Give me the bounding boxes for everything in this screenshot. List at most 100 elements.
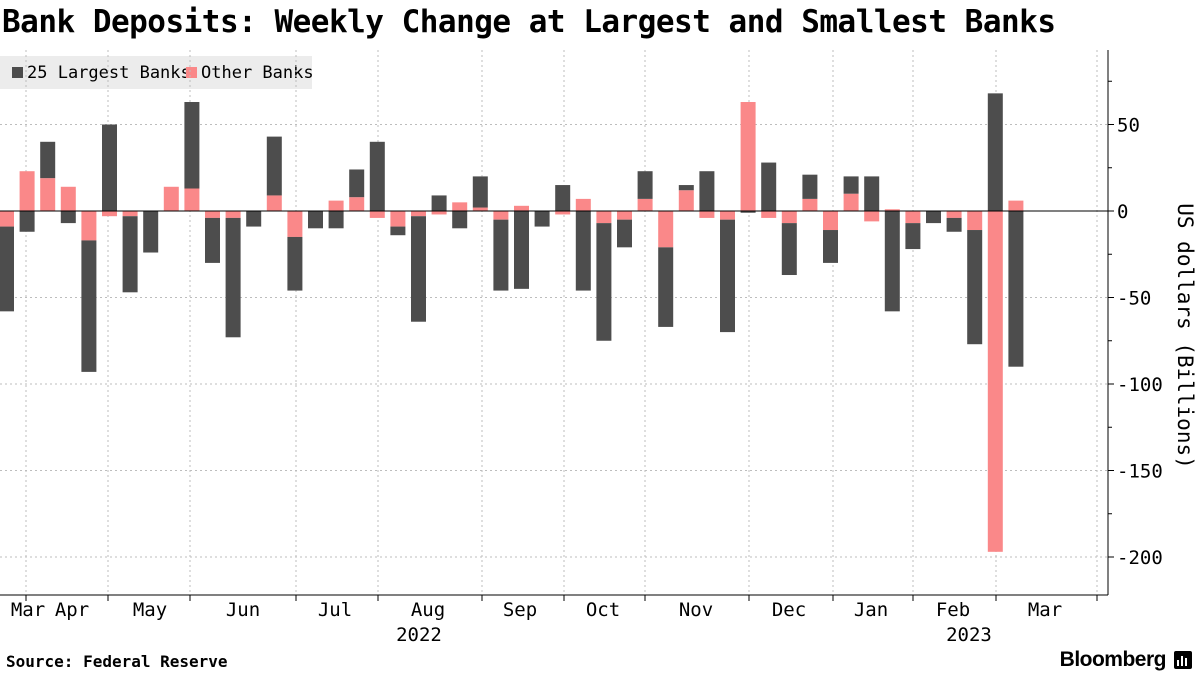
bar-largest-banks (411, 216, 426, 322)
bar-largest-banks (617, 219, 632, 248)
bar-largest-banks (987, 93, 1003, 211)
bar-other-banks (781, 211, 797, 224)
bar-largest-banks (596, 223, 612, 341)
y-tick-label: -150 (1117, 461, 1163, 483)
bar-largest-banks (19, 211, 35, 232)
bar-other-banks (678, 190, 694, 211)
x-tick-label: Dec (772, 599, 806, 621)
bar-largest-banks (287, 236, 303, 291)
legend-swatch-other (186, 67, 197, 78)
bar-other-banks (390, 211, 406, 227)
bar-largest-banks (81, 240, 97, 372)
y-tick-label: -100 (1117, 374, 1163, 396)
bar-other-banks (720, 211, 735, 220)
bar-largest-banks (328, 211, 344, 229)
bar-largest-banks (349, 169, 365, 198)
bar-largest-banks (699, 171, 715, 211)
bar-other-banks (658, 211, 674, 248)
x-tick-label: Jun (226, 599, 260, 621)
x-tick-label: May (133, 599, 167, 621)
x-year-label: 2023 (946, 624, 992, 646)
bar-other-banks (740, 102, 756, 211)
bar-other-banks (81, 211, 97, 241)
bar-other-banks (411, 211, 426, 217)
bar-other-banks (369, 211, 385, 218)
x-tick-label: Apr (55, 599, 89, 621)
grid-lines (0, 50, 1108, 595)
bar-other-banks (884, 209, 900, 211)
bar-largest-banks (843, 176, 859, 194)
bar-other-banks (266, 195, 282, 211)
bar-largest-banks (143, 211, 159, 253)
bar-other-banks (823, 211, 838, 231)
bar-other-banks (102, 211, 117, 217)
y-tick-label: 0 (1117, 201, 1128, 223)
bar-largest-banks (514, 211, 529, 289)
bar-other-banks (946, 211, 962, 218)
bar-other-banks (987, 211, 1003, 552)
bloomberg-logo: Bloomberg (1059, 648, 1167, 671)
x-tick-label: Feb (936, 599, 970, 621)
legend-item-largest: 25 Largest Banks (12, 56, 191, 89)
bar-largest-banks (802, 174, 818, 199)
x-tick-label: Mar (1028, 599, 1062, 621)
bar-other-banks (905, 211, 921, 224)
bar-largest-banks (884, 211, 900, 312)
chart-title: Bank Deposits: Weekly Change at Largest … (2, 4, 1056, 40)
bar-largest-banks (369, 141, 385, 211)
bar-other-banks (122, 211, 138, 217)
x-tick-label: Mar (11, 599, 45, 621)
bar-other-banks (555, 211, 571, 215)
bar-largest-banks (184, 102, 200, 189)
y-tick-label: -200 (1117, 547, 1163, 569)
bar-other-banks (472, 207, 488, 211)
bar-largest-banks (720, 219, 735, 333)
bar-other-banks (699, 211, 715, 218)
bar-largest-banks (122, 216, 138, 293)
bar-largest-banks (575, 211, 591, 291)
bar-largest-banks (864, 176, 880, 211)
bar-other-banks (225, 211, 241, 218)
bar-other-banks (328, 200, 344, 211)
bar-largest-banks (246, 211, 262, 227)
bar-other-banks (19, 171, 35, 211)
bar-other-banks (967, 211, 983, 231)
bar-other-banks (452, 202, 468, 211)
bar-largest-banks (493, 219, 509, 291)
bar-largest-banks (967, 230, 983, 345)
legend-item-other: Other Banks (186, 56, 314, 89)
x-tick-label: Oct (586, 599, 620, 621)
bar-other-banks (163, 186, 179, 211)
x-tick-label: Sep (503, 599, 537, 621)
x-tick-label: Aug (411, 599, 445, 621)
legend-label-other: Other Banks (201, 62, 314, 83)
bar-largest-banks (102, 124, 117, 211)
bar-other-banks (802, 198, 818, 211)
bar-largest-banks (472, 176, 488, 208)
bar-other-banks (493, 211, 509, 220)
y-axis-label: US dollars (Billions) (1173, 203, 1197, 469)
bar-largest-banks (658, 247, 674, 327)
bar-largest-banks (390, 226, 406, 236)
bar-other-banks (1008, 200, 1024, 211)
bar-largest-banks (555, 185, 571, 211)
bar-other-banks (349, 197, 365, 211)
bar-largest-banks (823, 230, 838, 263)
bar-other-banks (637, 198, 653, 211)
bar-largest-banks (926, 211, 941, 224)
bar-largest-banks (740, 211, 756, 213)
bar-other-banks (575, 198, 591, 211)
bar-largest-banks (452, 211, 468, 229)
bar-other-banks (60, 186, 76, 211)
bar-other-banks (40, 178, 56, 211)
bar-largest-banks (946, 217, 962, 232)
bar-largest-banks (431, 195, 447, 211)
bar-other-banks (184, 188, 200, 211)
bar-other-banks (287, 211, 303, 237)
bar-other-banks (864, 211, 880, 222)
bar-largest-banks (40, 141, 56, 179)
bar-largest-banks (905, 223, 921, 250)
bar-largest-banks (266, 136, 282, 196)
bar-other-banks (843, 193, 859, 211)
bar-largest-banks (761, 162, 777, 211)
